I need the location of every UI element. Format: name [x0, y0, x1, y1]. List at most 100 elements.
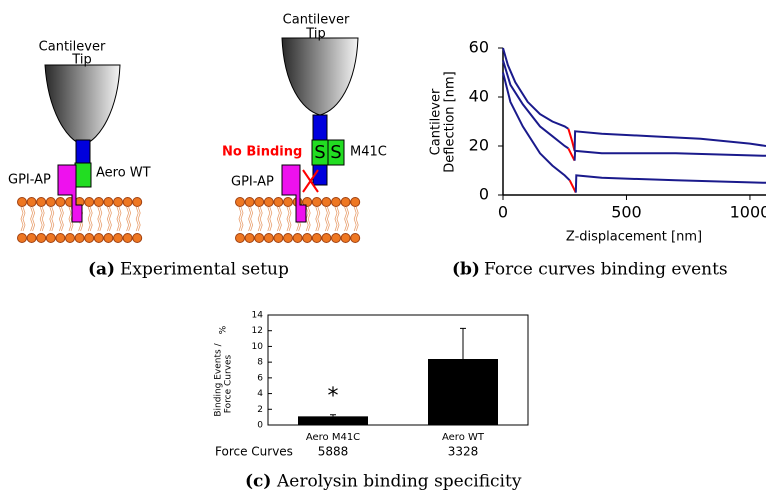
lipid-head — [321, 233, 332, 243]
lipid-head — [292, 233, 303, 243]
lipid-head — [26, 233, 37, 243]
lipid-head — [235, 197, 245, 207]
lipid-head — [132, 233, 143, 243]
y-tick-label: 40 — [469, 87, 489, 106]
lipid-tail — [324, 206, 330, 232]
lipid-tail — [257, 206, 263, 232]
lipid-head — [93, 233, 104, 243]
bar — [298, 416, 368, 425]
lipid-tail — [126, 206, 132, 232]
lipid-tail — [97, 206, 103, 232]
lipid-head — [235, 233, 245, 243]
lipid-tail — [315, 206, 321, 232]
lipid-tail — [135, 206, 141, 232]
lipid-head — [283, 197, 293, 207]
y-tick-label: 2 — [257, 405, 263, 415]
lipid-head — [93, 197, 104, 207]
lipid-head — [254, 233, 265, 243]
lipid-tail — [286, 206, 292, 232]
lipid-head — [36, 197, 47, 207]
force-curve — [502, 60, 569, 150]
lipid-head — [103, 197, 114, 207]
lipid-tail — [344, 206, 350, 232]
lipid-head — [244, 233, 255, 243]
lipid-head — [244, 197, 255, 207]
lipid-head — [17, 233, 27, 243]
lipid-tail — [248, 206, 254, 232]
lipid-head — [263, 197, 274, 207]
lipid-head — [340, 197, 351, 207]
lipid-head — [311, 233, 322, 243]
lipid-head — [26, 197, 37, 207]
lipid-tail — [39, 206, 45, 232]
lipid-tail — [334, 206, 340, 232]
y-axis-label: % — [219, 325, 229, 334]
lipid-tail — [20, 206, 26, 232]
lipid-head — [321, 197, 332, 207]
lipid-tail — [267, 206, 273, 232]
bar — [428, 359, 498, 425]
lipid-tail — [30, 206, 36, 232]
lipid-tail — [276, 206, 282, 232]
aero-label: Aero WT — [96, 166, 151, 181]
lipid-head — [74, 233, 85, 243]
lipid-head — [132, 197, 143, 207]
lipid-head — [36, 233, 47, 243]
y-axis-label: Binding Events / — [214, 342, 224, 416]
x-tick-label: Aero M41C — [306, 432, 360, 443]
force-curve — [502, 72, 571, 182]
lipid-head — [84, 197, 95, 207]
tip-label: Cantilever — [39, 40, 106, 55]
lipid-head — [302, 197, 313, 207]
force-curve — [502, 47, 569, 130]
lipid-tail — [106, 206, 112, 232]
bilayers — [17, 197, 361, 243]
x-tick-label: 1000 — [730, 203, 766, 222]
lipid-head — [55, 233, 66, 243]
no-binding-label: No Binding — [222, 145, 302, 160]
lipid-tail — [49, 206, 55, 232]
tip-label: Cantilever — [283, 13, 350, 28]
lipid-head — [113, 233, 123, 243]
gpi-ap — [57, 164, 83, 223]
ss-box — [327, 139, 345, 166]
lipid-tail — [305, 206, 311, 232]
x-axis-label: Z-displacement [nm] — [566, 230, 702, 245]
x-tick-label: Aero WT — [442, 432, 485, 443]
y-tick-label: 8 — [257, 358, 263, 368]
cantilever-tip — [44, 64, 121, 146]
caption: Experimental setup — [120, 260, 289, 280]
lipid-tail — [353, 206, 359, 232]
y-tick-label: 0 — [257, 421, 263, 431]
lipid-head — [55, 197, 66, 207]
lipid-tail — [58, 206, 64, 232]
lipid-head — [302, 233, 313, 243]
lipid-head — [273, 233, 284, 243]
cantilever-tip — [281, 37, 359, 116]
gpi-label: GPI-AP — [8, 173, 51, 188]
y-tick-label: 14 — [252, 311, 264, 321]
x-tick-label: 0 — [498, 203, 508, 222]
lipid-head — [350, 233, 361, 243]
y-tick-label: 60 — [469, 38, 489, 57]
y-axis-label: Deflection [nm] — [443, 71, 458, 172]
lipid-tail — [116, 206, 122, 232]
force-curve — [574, 174, 766, 193]
count: 3328 — [448, 445, 479, 459]
significance-marker: * — [328, 384, 339, 409]
lipid-head — [254, 197, 265, 207]
force-curve — [567, 128, 576, 152]
error-bar — [330, 414, 336, 417]
error-bar — [460, 327, 466, 359]
lipid-head — [45, 233, 56, 243]
lipid-head — [103, 233, 114, 243]
lipid-head — [331, 233, 341, 243]
ss-letter: S — [330, 142, 341, 163]
ss-letter: S — [314, 142, 325, 163]
caption-label: (a) — [88, 260, 115, 280]
caption: Force curves binding events — [484, 260, 728, 280]
tip-label: Tip — [71, 53, 91, 68]
y-tick-label: 12 — [252, 326, 263, 336]
lipid-head — [263, 233, 274, 243]
